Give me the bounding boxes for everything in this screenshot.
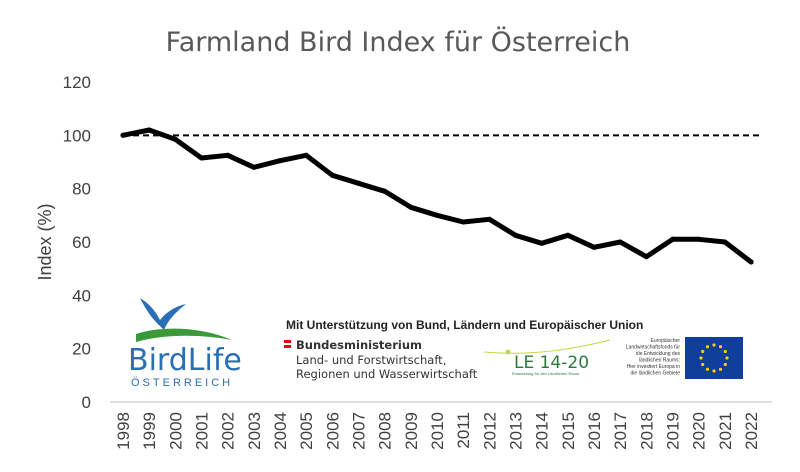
data-point (460, 219, 466, 225)
eu-star (705, 345, 710, 349)
austria-flag-icon (284, 340, 291, 343)
x-tick-label: 2011 (454, 412, 473, 449)
x-tick-label: 2005 (297, 412, 316, 450)
y-tick-label: 80 (72, 180, 91, 199)
data-point (591, 244, 597, 250)
data-point (329, 172, 335, 178)
data-point (670, 236, 676, 242)
birdlife-logo: BirdLife ÖSTERREICH (128, 298, 242, 389)
data-point (748, 259, 754, 265)
x-tick-label: 2013 (507, 412, 526, 450)
x-tick-label: 2010 (428, 412, 447, 450)
data-point (382, 188, 388, 194)
x-tick-label: 1999 (140, 412, 159, 450)
eu-star (718, 367, 723, 371)
eu-stars-icon (699, 343, 729, 373)
data-point (617, 239, 623, 245)
data-point (277, 158, 283, 164)
data-point (356, 180, 361, 186)
data-point (199, 155, 204, 161)
data-point (408, 204, 414, 210)
x-tick-label: 2019 (664, 412, 683, 450)
eu-text-line: Landwirtschaftsfonds für (626, 345, 681, 351)
series-line (120, 127, 754, 265)
birdlife-wordmark: BirdLife (128, 343, 242, 378)
data-point (513, 232, 518, 238)
data-point (146, 127, 152, 133)
bird-icon (140, 298, 186, 330)
eu-star (725, 356, 729, 360)
ministry-line-2: Land- und Forstwirtschaft, (296, 353, 446, 367)
eu-star (723, 349, 727, 354)
data-point (303, 152, 309, 158)
x-tick-label: 2014 (533, 412, 552, 450)
x-tick-label: 2006 (323, 412, 342, 450)
data-point (251, 164, 257, 170)
x-tick-label: 2012 (480, 412, 499, 450)
support-text: Mit Unterstützung von Bund, Ländern und … (286, 318, 643, 332)
x-tick-label: 2021 (716, 412, 735, 450)
x-tick-label: 2017 (611, 412, 630, 450)
y-tick-label: 0 (82, 393, 91, 412)
data-point (434, 212, 440, 218)
x-tick-label: 2015 (559, 412, 578, 450)
x-tick-label: 2007 (350, 412, 369, 450)
eu-star (718, 345, 723, 349)
x-tick-label: 2008 (376, 412, 395, 450)
x-tick-label: 2004 (271, 412, 290, 450)
data-point (539, 240, 545, 246)
y-tick-label: 20 (72, 340, 91, 359)
y-tick-label: 40 (72, 286, 91, 305)
data-point (172, 136, 178, 142)
x-tick-label: 2000 (166, 412, 185, 450)
eu-text-line: Europäischer (651, 338, 681, 344)
x-tick-label: 1998 (114, 412, 133, 450)
chart-title: Farmland Bird Index für Österreich (166, 26, 631, 58)
y-tick-label: 120 (63, 73, 91, 92)
y-tick-label: 100 (63, 126, 91, 145)
eu-text-line: Hier investiert Europa in (627, 364, 681, 370)
y-axis-label: Index (%) (35, 203, 55, 280)
funding-logos: Mit Unterstützung von Bund, Ländern und … (284, 318, 743, 381)
eu-text-line: die ländlichen Gebiete (631, 371, 681, 377)
x-tick-label: 2018 (637, 412, 656, 450)
data-point (722, 239, 728, 245)
eu-flag-icon (685, 337, 743, 379)
eu-star (723, 362, 727, 367)
le-swoosh-icon (483, 339, 611, 354)
eu-text-line: ländlichen Raums: (639, 358, 680, 364)
x-axis: 1998 1999 2000 2001 2002 2003 2004 2005 2006 2007… (114, 412, 761, 450)
series-points (120, 127, 754, 265)
x-tick-label: 2003 (245, 412, 264, 450)
ministry-line-3: Regionen und Wasserwirtschaft (296, 367, 478, 381)
data-point (696, 236, 702, 242)
eu-star (705, 367, 710, 371)
eu-star (701, 349, 705, 354)
le-logo-subtitle: Entwicklung für den Ländlichen Raum (512, 371, 580, 376)
x-tick-label: 2009 (402, 412, 421, 450)
x-tick-label: 2016 (585, 412, 604, 450)
y-axis: 0 20 40 60 80 100 120 (63, 73, 91, 412)
x-tick-label: 2020 (690, 412, 709, 450)
wave-icon (136, 328, 232, 342)
x-tick-label: 2001 (193, 412, 212, 450)
data-point (120, 132, 126, 138)
x-tick-label: 2002 (219, 412, 238, 450)
x-tick-label: 2022 (742, 412, 761, 450)
data-point (225, 152, 231, 158)
eu-text-line: die Entwicklung des (636, 351, 681, 357)
data-point (565, 232, 571, 238)
eu-star (712, 343, 716, 347)
eu-star (712, 369, 716, 373)
data-point (486, 216, 492, 222)
birdlife-subtitle: ÖSTERREICH (131, 377, 233, 389)
y-tick-label: 60 (72, 233, 91, 252)
eu-star (699, 356, 703, 360)
ministry-line-1: Bundesministerium (296, 338, 422, 352)
le-logo-label: LE 14-20 (514, 353, 589, 373)
eu-star (701, 362, 705, 367)
data-point (643, 254, 649, 260)
